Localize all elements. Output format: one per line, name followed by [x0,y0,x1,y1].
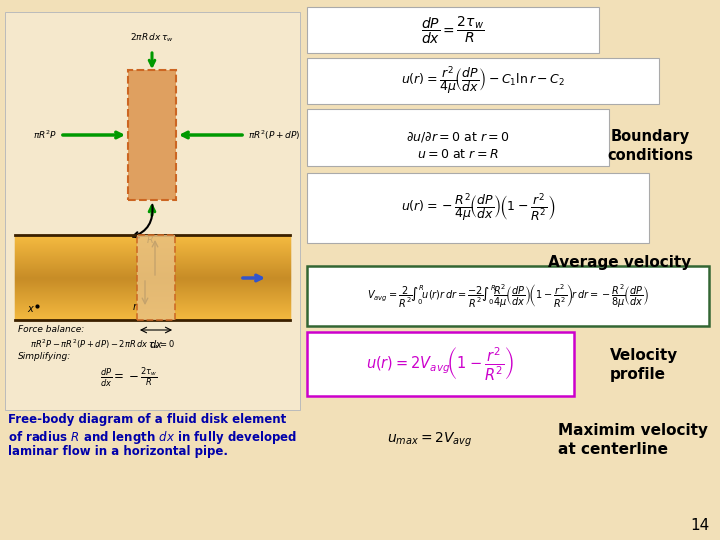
Text: $u(r) = 2V_{avg}\!\left(1 - \dfrac{r^2}{R^2}\right)$: $u(r) = 2V_{avg}\!\left(1 - \dfrac{r^2}{… [366,345,514,383]
Text: $\dfrac{dP}{dx} = \dfrac{2\tau_w}{R}$: $\dfrac{dP}{dx} = \dfrac{2\tau_w}{R}$ [421,14,485,46]
FancyBboxPatch shape [307,58,659,104]
FancyBboxPatch shape [5,12,300,410]
Text: x: x [27,304,32,314]
FancyBboxPatch shape [307,7,599,53]
Text: $\pi R^2(P + dP)$: $\pi R^2(P + dP)$ [248,129,300,141]
Text: of radius $R$ and length $dx$ in fully developed: of radius $R$ and length $dx$ in fully d… [8,429,297,446]
Text: r: r [133,302,137,312]
Text: laminar flow in a horizontal pipe.: laminar flow in a horizontal pipe. [8,445,228,458]
Text: $u(r) = -\dfrac{R^2}{4\mu}\!\left(\dfrac{dP}{dx}\right)\!\left(1 - \dfrac{r^2}{R: $u(r) = -\dfrac{R^2}{4\mu}\!\left(\dfrac… [401,192,555,224]
Text: $u_{max} = 2V_{avg}$: $u_{max} = 2V_{avg}$ [387,431,472,449]
Text: $\frac{dP}{dx} = -\frac{2\tau_w}{R}$: $\frac{dP}{dx} = -\frac{2\tau_w}{R}$ [100,365,158,389]
Text: Boundary
conditions: Boundary conditions [607,129,693,164]
FancyBboxPatch shape [307,332,574,396]
Text: $\pi R^2 P - \pi R^2(P + dP) - 2\pi R\,dx\,\tau_w = 0$: $\pi R^2 P - \pi R^2(P + dP) - 2\pi R\,d… [30,337,175,351]
Text: Average velocity: Average velocity [549,254,692,269]
Text: Velocity
profile: Velocity profile [610,348,678,382]
Text: $2\pi R\,dx\,\tau_w$: $2\pi R\,dx\,\tau_w$ [130,31,174,44]
Bar [128,70,176,200]
Text: $u(r) = \dfrac{r^2}{4\mu}\!\left(\dfrac{dP}{dx}\right) - C_1 \ln r - C_2$: $u(r) = \dfrac{r^2}{4\mu}\!\left(\dfrac{… [401,65,565,97]
Text: Free-body diagram of a fluid disk element: Free-body diagram of a fluid disk elemen… [8,413,287,426]
Text: 14: 14 [690,517,710,532]
Text: $V_{avg} = \dfrac{2}{R^2}\!\int_0^R\! u(r)r\,dr = \dfrac{-2}{R^2}\!\int_0^R\!\df: $V_{avg} = \dfrac{2}{R^2}\!\int_0^R\! u(… [367,282,649,309]
FancyBboxPatch shape [307,109,609,166]
Text: $u = 0$ at $r = R$: $u = 0$ at $r = R$ [417,147,499,160]
Text: $\pi R^2 P$: $\pi R^2 P$ [33,129,57,141]
Text: Force balance:: Force balance: [18,325,84,334]
FancyBboxPatch shape [307,173,649,243]
FancyBboxPatch shape [307,266,709,326]
Text: R: R [147,235,154,245]
Text: $\partial u/\partial r = 0$ at $r = 0$: $\partial u/\partial r = 0$ at $r = 0$ [406,130,510,144]
Text: Maximim velocity
at centerline: Maximim velocity at centerline [558,423,708,457]
Bar [137,235,175,320]
Text: $dx$: $dx$ [149,338,163,350]
Text: Simplifying:: Simplifying: [18,352,71,361]
